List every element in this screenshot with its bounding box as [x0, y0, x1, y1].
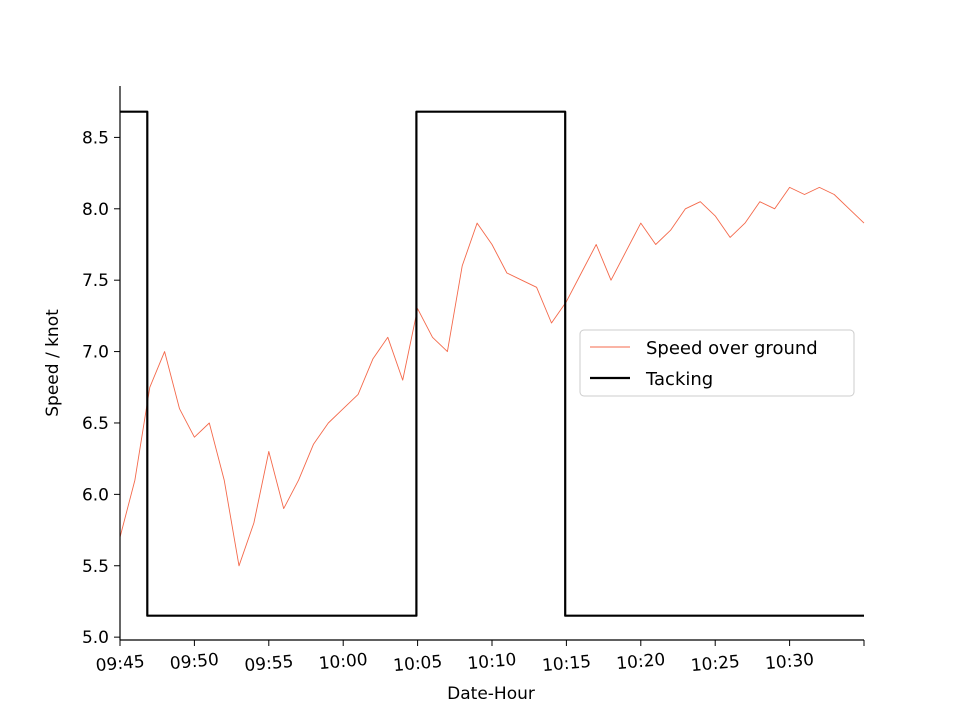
series-line-speed — [119, 186, 865, 567]
x-axis-label: Date-Hour — [447, 684, 535, 704]
y-tick-label: 7.5 — [82, 271, 109, 291]
legend: Speed over ground Tacking — [579, 329, 855, 397]
y-tick-label: 6.0 — [82, 485, 109, 505]
y-axis-label: Speed / knot — [43, 309, 63, 417]
ticks: 5.0 5.5 6.0 6.5 7.0 7.5 8.0 8.5 09:45 09:50 09:55 1… — [82, 128, 865, 676]
y-tick-label: 5.5 — [82, 557, 109, 577]
series-line-tacking — [120, 110, 864, 617]
x-tick-label: 10:25 — [690, 652, 741, 676]
x-tick-label: 10:10 — [467, 650, 518, 674]
y-tick-label: 5.0 — [82, 628, 109, 648]
x-tick-label: 09:45 — [95, 652, 146, 676]
x-tick-label: 10:00 — [318, 650, 369, 674]
y-tick-label: 6.5 — [82, 414, 109, 434]
y-tick-label: 7.0 — [82, 343, 109, 363]
x-tick-label: 10:05 — [392, 652, 443, 676]
x-tick-label: 09:50 — [169, 650, 220, 674]
y-tick-label: 8.0 — [82, 200, 109, 220]
legend-box — [579, 329, 855, 397]
x-tick-label: 10:20 — [616, 650, 667, 674]
x-tick-label: 09:55 — [244, 652, 295, 676]
y-tick-label: 8.5 — [82, 128, 109, 148]
legend-label-speed: Speed over ground — [646, 338, 818, 359]
x-tick-label: 10:15 — [541, 652, 592, 676]
legend-label-tacking: Tacking — [645, 369, 713, 390]
x-tick-label: 10:30 — [764, 650, 815, 674]
plot-series — [119, 110, 865, 617]
